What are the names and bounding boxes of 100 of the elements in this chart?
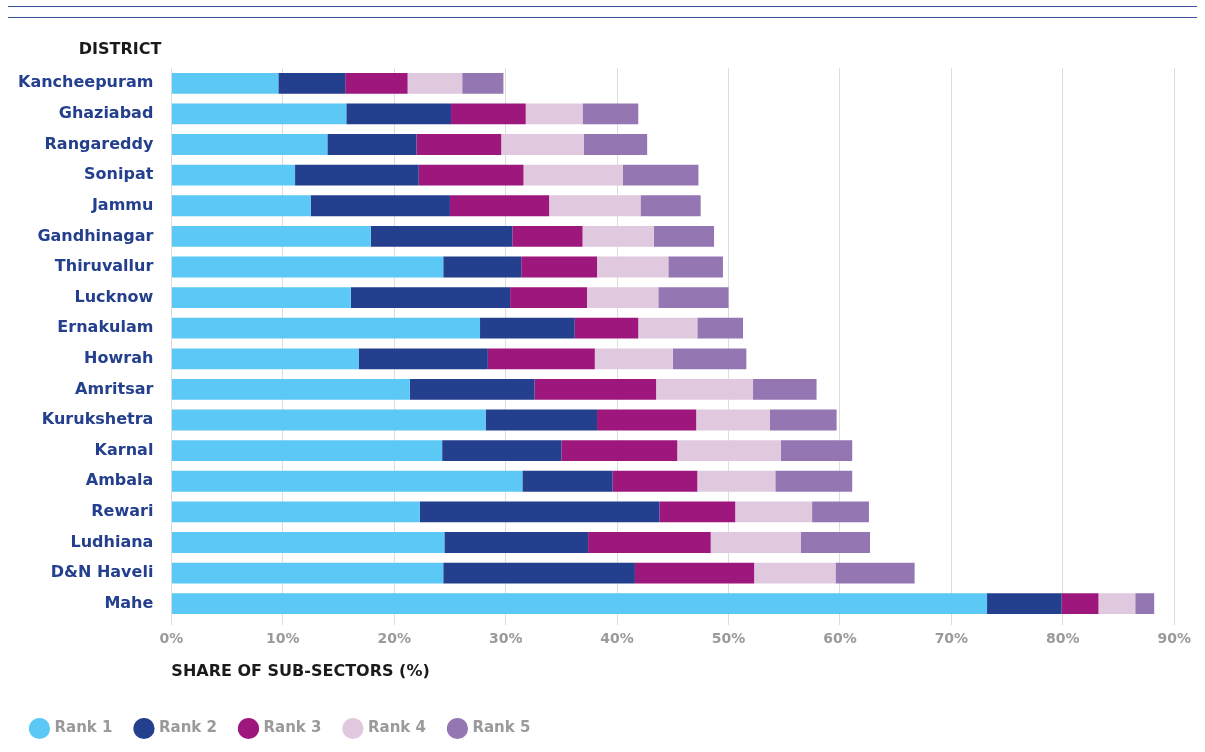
legend-label: Rank 4	[367, 718, 426, 737]
bar	[171, 348, 359, 370]
bar	[171, 256, 444, 278]
y-tick-label: D&N Haveli	[50, 562, 154, 582]
bar	[171, 562, 444, 584]
y-axis-title: DISTRICT	[78, 39, 162, 59]
bar	[987, 593, 1062, 615]
y-tick-label: Ludhiana	[70, 531, 154, 551]
bar	[171, 379, 410, 400]
y-tick-label: Karnal	[94, 439, 154, 459]
bar	[523, 164, 623, 186]
y-tick-label: Ghaziabad	[58, 103, 154, 123]
bar	[487, 348, 595, 370]
bar	[512, 225, 583, 247]
bar	[658, 287, 729, 308]
bar	[656, 379, 754, 400]
bar	[462, 72, 504, 94]
bar	[443, 562, 635, 584]
bar	[171, 287, 351, 308]
bar	[409, 379, 535, 400]
bar	[612, 470, 698, 492]
bar	[171, 532, 445, 553]
bar	[534, 379, 657, 400]
bar	[171, 134, 328, 155]
bar	[587, 287, 659, 308]
bar	[697, 470, 776, 492]
bar	[659, 501, 736, 523]
bar	[171, 593, 988, 615]
bar	[753, 379, 817, 400]
bar	[812, 501, 869, 523]
bar	[1098, 593, 1136, 615]
bar	[171, 164, 296, 186]
bar	[171, 195, 311, 217]
bar	[522, 470, 613, 492]
bar	[634, 562, 755, 584]
x-tick-label: 50%	[711, 630, 746, 647]
y-tick-label: Rangareddy	[44, 133, 154, 153]
bar	[735, 501, 813, 523]
bar	[510, 287, 587, 308]
legend-label: Rank 3	[263, 718, 322, 737]
bar	[1135, 593, 1155, 615]
y-tick-label: Jammu	[90, 194, 154, 214]
bar	[346, 103, 452, 125]
bar	[171, 501, 420, 523]
bar	[582, 225, 654, 247]
bar	[419, 501, 660, 523]
bar	[549, 195, 641, 217]
bar	[697, 317, 744, 339]
y-tick-label: Ambala	[85, 470, 154, 490]
bar	[710, 532, 801, 553]
bar	[418, 164, 524, 186]
bar	[370, 225, 513, 247]
bar	[597, 256, 669, 278]
bar	[480, 317, 575, 339]
bar	[310, 195, 450, 217]
bar	[295, 164, 419, 186]
bar	[583, 134, 648, 155]
bar	[444, 532, 589, 553]
bar	[780, 440, 853, 462]
legend-label: Rank 1	[54, 718, 113, 737]
bar	[350, 287, 511, 308]
x-tick-label: 10%	[266, 630, 300, 647]
bar	[171, 409, 486, 431]
bar	[561, 440, 678, 462]
bar	[416, 134, 502, 155]
bar	[622, 164, 699, 186]
bar	[327, 134, 417, 155]
bar	[754, 562, 836, 584]
bar	[442, 440, 562, 462]
bar	[521, 256, 598, 278]
bar	[171, 72, 279, 94]
y-tick-label: Rewari	[91, 501, 154, 521]
bar	[171, 317, 481, 339]
bar	[171, 470, 523, 492]
bar	[358, 348, 488, 370]
bar	[1061, 593, 1099, 615]
bar	[640, 195, 701, 217]
bar	[800, 532, 871, 553]
y-tick-label: Amritsar	[75, 378, 154, 398]
bar	[677, 440, 781, 462]
bar	[171, 225, 371, 247]
bar	[653, 225, 715, 247]
x-tick-label: 70%	[934, 630, 969, 647]
bar	[449, 195, 550, 217]
bar	[345, 72, 408, 94]
x-tick-label: 90%	[1157, 630, 1191, 647]
y-tick-label: Ernakulam	[57, 317, 154, 337]
y-tick-label: Thiruvallur	[54, 256, 154, 276]
x-tick-label: 80%	[1046, 630, 1080, 647]
y-tick-label: Gandhinagar	[37, 225, 154, 245]
bar	[525, 103, 583, 125]
bar	[443, 256, 522, 278]
y-tick-label: Sonipat	[84, 164, 154, 184]
y-tick-label: Kurukshetra	[41, 409, 154, 429]
bar	[582, 103, 639, 125]
bar	[769, 409, 837, 431]
bar	[451, 103, 526, 125]
legend-label: Rank 2	[158, 718, 217, 737]
bar	[638, 317, 698, 339]
x-tick-label: 30%	[488, 630, 523, 647]
